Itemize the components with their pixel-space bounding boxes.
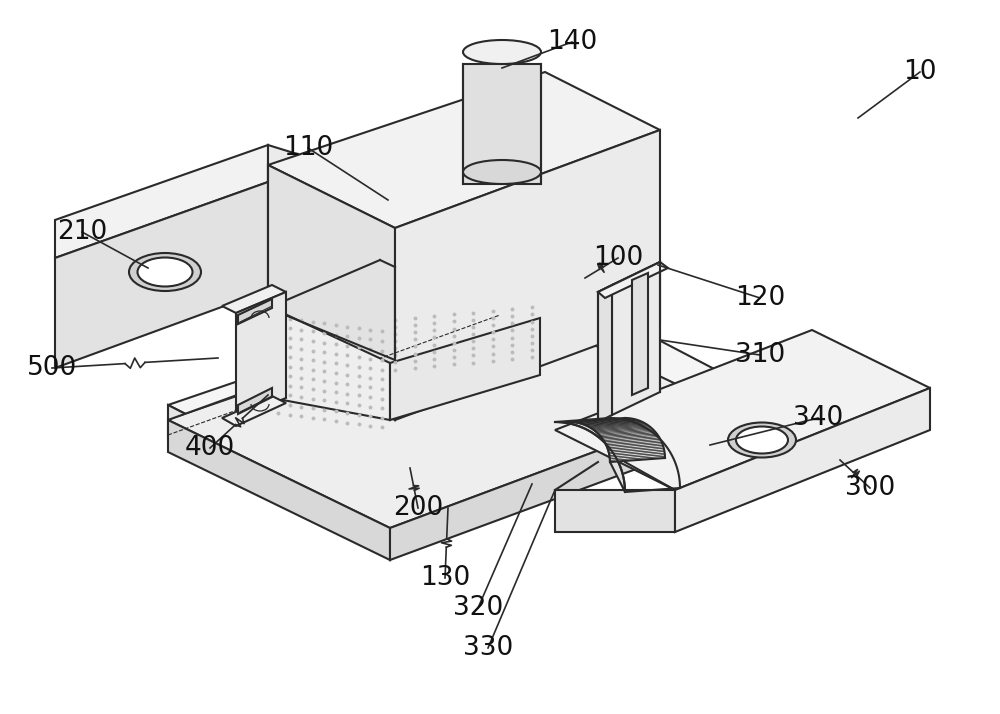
Text: 200: 200 — [393, 495, 443, 521]
Polygon shape — [607, 442, 662, 448]
Polygon shape — [675, 388, 930, 532]
Polygon shape — [602, 434, 658, 439]
Ellipse shape — [129, 253, 201, 291]
Text: 120: 120 — [735, 285, 785, 311]
Polygon shape — [584, 421, 641, 426]
Text: 100: 100 — [593, 245, 643, 271]
Polygon shape — [55, 145, 268, 258]
Polygon shape — [575, 418, 631, 423]
Polygon shape — [609, 451, 665, 457]
Polygon shape — [601, 433, 657, 438]
Polygon shape — [555, 422, 625, 492]
Polygon shape — [268, 165, 395, 420]
Polygon shape — [238, 299, 272, 324]
Polygon shape — [168, 300, 720, 528]
Text: 400: 400 — [185, 435, 235, 461]
Ellipse shape — [736, 426, 788, 453]
Text: 320: 320 — [453, 595, 503, 621]
Polygon shape — [350, 372, 720, 530]
Polygon shape — [591, 424, 648, 429]
Polygon shape — [610, 455, 665, 461]
Polygon shape — [607, 444, 663, 449]
Polygon shape — [612, 262, 660, 415]
Polygon shape — [168, 405, 350, 530]
Polygon shape — [583, 420, 639, 425]
Polygon shape — [594, 426, 650, 431]
Polygon shape — [603, 436, 659, 441]
Ellipse shape — [138, 258, 193, 286]
Text: 130: 130 — [420, 565, 470, 591]
Polygon shape — [605, 439, 661, 445]
Text: 110: 110 — [283, 135, 333, 161]
Text: 500: 500 — [27, 355, 77, 381]
Polygon shape — [268, 72, 660, 228]
Polygon shape — [222, 285, 286, 313]
Polygon shape — [268, 145, 310, 196]
Polygon shape — [55, 182, 268, 368]
Polygon shape — [598, 285, 612, 422]
Polygon shape — [463, 64, 541, 184]
Polygon shape — [578, 419, 635, 423]
Polygon shape — [632, 273, 648, 395]
Text: 300: 300 — [845, 475, 895, 501]
Polygon shape — [272, 308, 390, 420]
Polygon shape — [395, 130, 660, 420]
Polygon shape — [222, 396, 286, 426]
Polygon shape — [610, 456, 665, 462]
Polygon shape — [600, 431, 656, 437]
Polygon shape — [390, 318, 540, 420]
Polygon shape — [595, 427, 652, 432]
Polygon shape — [610, 453, 665, 459]
Ellipse shape — [463, 160, 541, 184]
Polygon shape — [609, 450, 664, 456]
Polygon shape — [599, 431, 655, 436]
Polygon shape — [576, 418, 633, 423]
Polygon shape — [555, 490, 675, 532]
Polygon shape — [236, 292, 286, 418]
Polygon shape — [587, 422, 644, 426]
Polygon shape — [570, 418, 627, 422]
Text: 310: 310 — [735, 342, 785, 368]
Polygon shape — [590, 423, 646, 428]
Text: 140: 140 — [547, 29, 597, 55]
Polygon shape — [581, 420, 638, 424]
Polygon shape — [390, 405, 720, 560]
Polygon shape — [605, 438, 660, 443]
Text: 340: 340 — [793, 405, 843, 431]
Polygon shape — [572, 418, 628, 422]
Polygon shape — [168, 278, 720, 498]
Polygon shape — [609, 448, 664, 454]
Polygon shape — [168, 420, 390, 560]
Polygon shape — [604, 437, 660, 442]
Ellipse shape — [728, 423, 796, 458]
Polygon shape — [580, 419, 636, 423]
Polygon shape — [573, 418, 630, 422]
Text: 330: 330 — [463, 635, 513, 661]
Polygon shape — [555, 330, 930, 490]
Polygon shape — [589, 423, 645, 428]
Polygon shape — [238, 388, 272, 414]
Polygon shape — [606, 441, 662, 446]
Polygon shape — [598, 429, 654, 434]
Polygon shape — [586, 421, 642, 426]
Polygon shape — [593, 425, 649, 430]
Polygon shape — [608, 446, 663, 451]
Text: 10: 10 — [903, 59, 937, 85]
Polygon shape — [598, 262, 668, 298]
Text: 210: 210 — [57, 219, 107, 245]
Ellipse shape — [463, 40, 541, 64]
Polygon shape — [608, 447, 664, 453]
Polygon shape — [597, 428, 653, 433]
